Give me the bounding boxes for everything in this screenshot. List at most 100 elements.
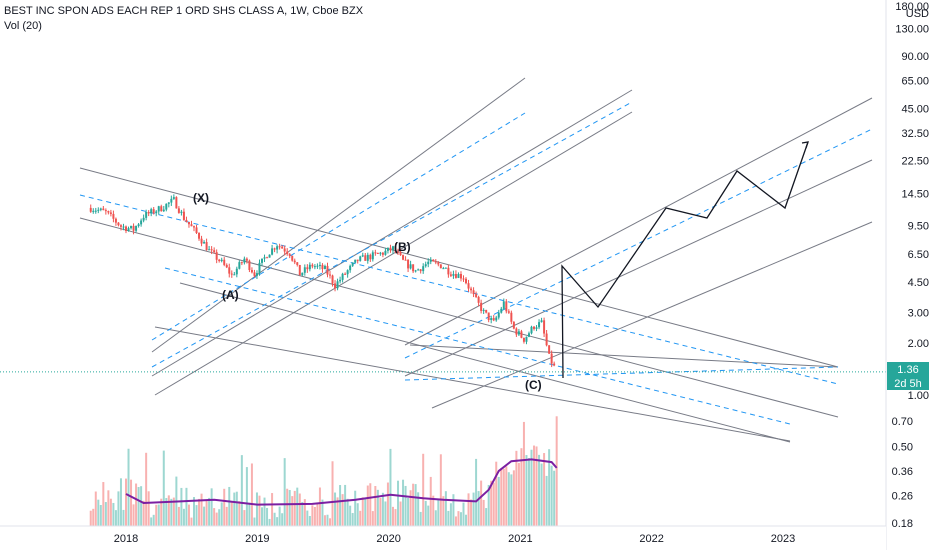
volume-bar [248,502,251,526]
volume-bar [125,478,127,526]
candle-body [127,228,130,231]
candle-body [268,254,271,258]
candle-body [170,198,173,203]
volume-bar [112,502,115,526]
volume-bar [407,497,410,526]
candle-body [193,226,196,228]
volume-tick-label: 0.36 [892,466,913,478]
candle-body [495,317,498,321]
volume-bar [459,512,462,526]
candle-body [97,209,100,211]
price-tick-label: 2.00 [908,338,929,350]
volume-bar [525,455,528,526]
volume-bar [397,480,400,526]
candle-body [130,225,133,229]
candle-body [407,259,410,269]
candle-body [459,273,462,279]
channel-line [79,217,839,418]
volume-bar [326,514,329,526]
price-tick-label: 32.50 [901,128,929,140]
price-axis-panel[interactable] [886,0,932,550]
candle-body [228,267,231,274]
candle-body [213,250,216,253]
volume-bar [341,494,344,526]
volume-bar [480,480,483,526]
candle-body [359,256,362,261]
volume-bar [540,463,543,526]
volume-bar [89,510,92,526]
candle-body [492,318,495,321]
candle-body [316,265,319,267]
volume-bar [334,492,337,526]
candle-body [535,327,538,329]
candle-body [366,254,369,261]
volume-axis-ticks: 0.70 0.50 0.36 0.26 0.18 [892,416,913,530]
candle-body [288,253,291,256]
volume-bar [417,492,420,526]
time-tick-label: 2019 [245,533,269,545]
time-tick-label: 2018 [114,533,138,545]
volume-bar [268,518,271,526]
candle-body [462,278,465,280]
volume-bar [298,493,301,526]
candle-body [454,273,457,278]
volume-bar [399,501,402,526]
candle-body [230,273,233,275]
candle-body [439,264,442,269]
candle-body [296,262,299,265]
candle-body [198,232,201,239]
candle-body [119,225,122,227]
candle-body [203,242,206,244]
price-tick-label: 65.00 [901,76,929,88]
time-axis-panel[interactable] [0,526,886,550]
volume-bar [150,517,153,526]
candle-body [210,249,213,251]
candle-body [417,269,420,271]
volume-bar [449,503,452,526]
candle-body [334,283,337,289]
volume-bar [258,495,261,526]
volume-bar [316,502,319,526]
candle-body [240,262,243,264]
channel-line [79,167,839,368]
candle-body [94,210,97,212]
candle-body [175,197,178,209]
candle-body [235,268,238,275]
volume-bar [318,487,321,526]
candle-body [243,258,246,263]
volume-bar [545,475,548,526]
volume-bar [533,445,536,526]
candle-body [533,326,536,329]
symbol-title[interactable]: BEST INC SPON ADS EACH REP 1 ORD SHS CLA… [4,5,364,17]
volume-bar [182,508,185,526]
candle-body [482,309,485,311]
candle-body [301,272,304,276]
volume-bar [497,476,500,526]
volume-tick-label: 0.50 [892,441,913,453]
volume-bar [245,467,248,526]
candle-body [465,278,468,284]
volume-indicator-label[interactable]: Vol (20) [4,20,42,32]
volume-tick-label: 0.26 [892,490,913,502]
candle-body [379,252,382,254]
volume-bar [301,501,304,526]
volume-bar [109,498,112,526]
candle-body [336,281,339,289]
volume-bar [152,514,155,526]
volume-tick-label: 0.18 [892,518,913,530]
candle-body [346,270,349,275]
volume-bar [223,488,226,526]
candle-body [233,274,236,276]
candle-body [457,273,460,278]
channel-line [154,111,633,396]
candle-body [364,255,367,261]
volume-bar [502,468,505,526]
volume-bar [313,506,316,526]
candle-body [323,265,326,270]
volume-bar [374,486,377,526]
candle-body [389,247,392,251]
volume-bar [371,511,374,526]
time-tick-label: 2022 [639,533,663,545]
currency-label: USD [906,8,929,20]
